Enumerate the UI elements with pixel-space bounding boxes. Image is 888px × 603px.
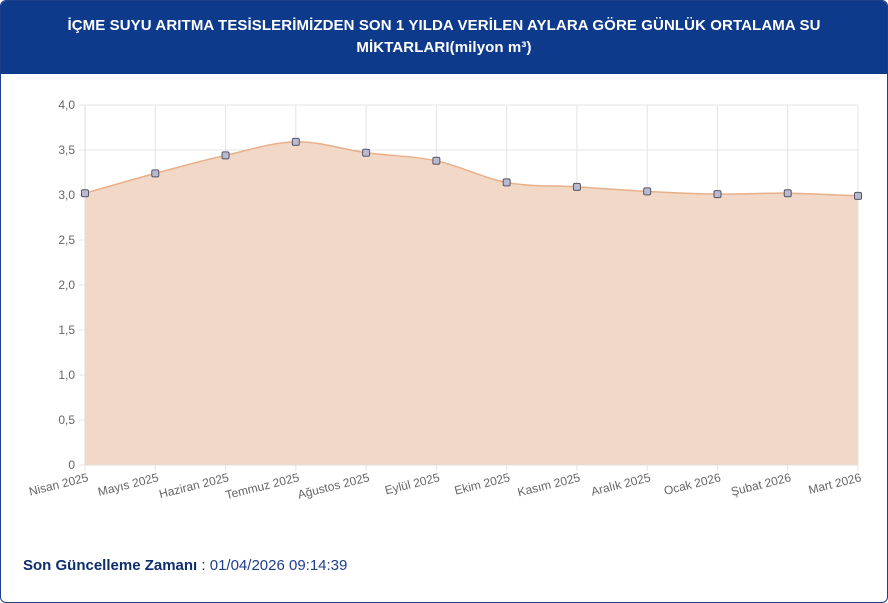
y-tick-label: 3,0 bbox=[58, 188, 75, 202]
data-point bbox=[713, 190, 722, 199]
x-tick-label: Şubat 2026 bbox=[729, 470, 792, 499]
y-tick-label: 4,0 bbox=[58, 98, 75, 112]
y-tick-label: 3,5 bbox=[58, 143, 75, 157]
data-point bbox=[502, 178, 511, 187]
data-point bbox=[291, 137, 300, 146]
series-line bbox=[84, 141, 859, 197]
x-tick-label: Nisan 2025 bbox=[27, 470, 90, 498]
x-tick-label: Kasım 2025 bbox=[516, 470, 582, 499]
y-tick-label: 1,5 bbox=[58, 323, 75, 337]
last-update-separator: : bbox=[197, 557, 210, 574]
data-point bbox=[221, 151, 230, 160]
x-tick-label: Temmuz 2025 bbox=[224, 470, 301, 502]
data-point bbox=[783, 189, 792, 198]
data-point bbox=[643, 187, 652, 196]
y-tick-label: 0,5 bbox=[58, 413, 75, 427]
last-update-value: 01/04/2026 09:14:39 bbox=[209, 557, 348, 574]
y-tick-label: 1,0 bbox=[58, 368, 75, 382]
x-tick-label: Ocak 2026 bbox=[662, 470, 722, 498]
data-point bbox=[432, 156, 441, 165]
x-tick-label: Mayıs 2025 bbox=[96, 470, 160, 499]
chart-area: 0 0,5 1,0 1,5 2,0 2,5 3,0 3,5 4,0 Nisan 2025 Mayıs… bbox=[1, 74, 887, 534]
chart-header: İÇME SUYU ARITMA TESİSLERİMİZDEN SON 1 Y… bbox=[1, 1, 887, 74]
data-point bbox=[362, 148, 371, 157]
data-point bbox=[151, 169, 160, 178]
x-tick-label: Aralık 2025 bbox=[590, 470, 653, 498]
data-point bbox=[572, 182, 581, 191]
x-tick-label: Eylül 2025 bbox=[383, 470, 441, 497]
x-tick-label: Haziran 2025 bbox=[158, 470, 231, 501]
y-tick-label: 0 bbox=[68, 458, 75, 472]
area-fill bbox=[85, 141, 858, 465]
data-point bbox=[81, 189, 89, 198]
last-update-label: Son Güncelleme Zamanı bbox=[23, 557, 198, 574]
last-update: Son Güncelleme Zamanı : 01/04/2026 09:14… bbox=[23, 557, 347, 574]
area-chart: 0 0,5 1,0 1,5 2,0 2,5 3,0 3,5 4,0 Nisan 2025 Mayıs… bbox=[27, 98, 863, 502]
x-tick-label: Ekim 2025 bbox=[453, 470, 512, 497]
x-tick-label: Ağustos 2025 bbox=[296, 470, 371, 501]
data-point bbox=[854, 191, 862, 200]
x-tick-label: Mart 2026 bbox=[807, 470, 863, 497]
chart-title: İÇME SUYU ARITMA TESİSLERİMİZDEN SON 1 Y… bbox=[67, 17, 821, 56]
y-tick-label: 2,0 bbox=[58, 278, 75, 292]
y-tick-label: 2,5 bbox=[58, 233, 75, 247]
